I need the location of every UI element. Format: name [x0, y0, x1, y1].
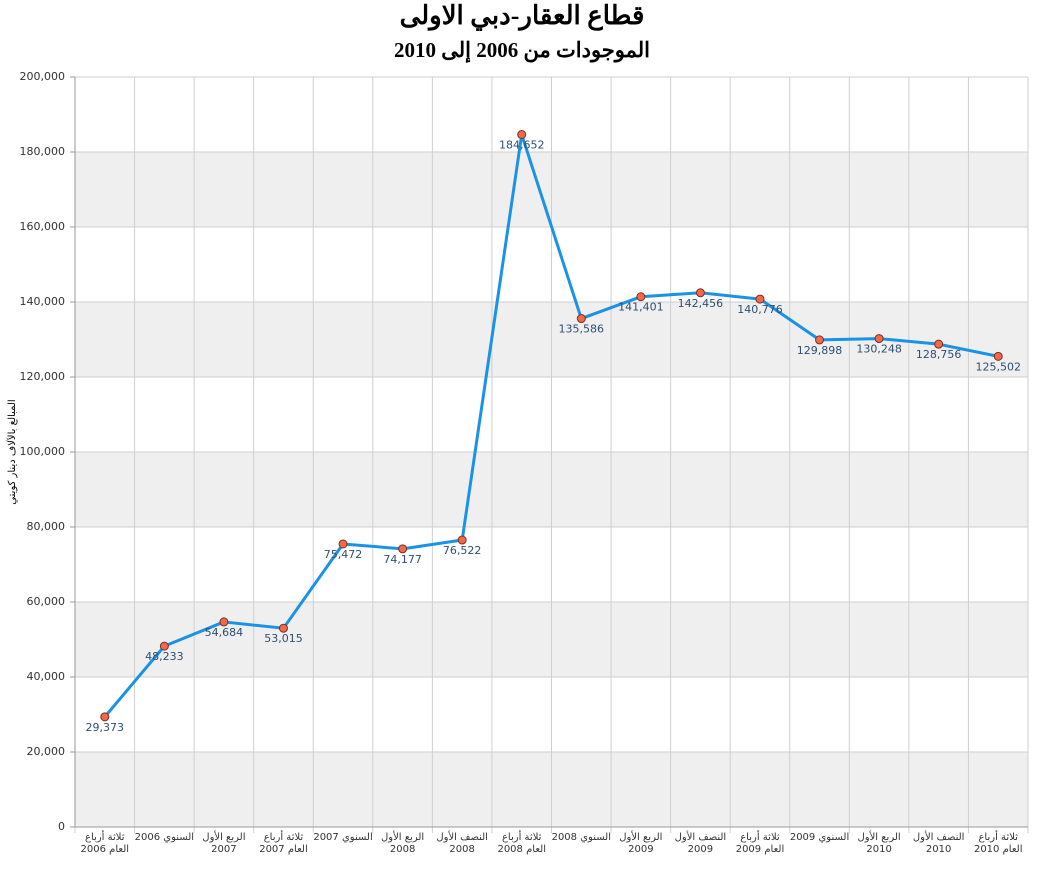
data-point	[636, 292, 646, 302]
x-tick-label: الربع الأول 2009	[619, 832, 663, 855]
data-label: 48,233	[145, 650, 184, 663]
x-tick-label: الربع الأول 2008	[380, 832, 425, 855]
data-point	[398, 544, 408, 554]
x-tick-label: السنوي 2008	[551, 832, 611, 843]
y-tick-label: 20,000	[27, 745, 66, 758]
data-label: 141,401	[618, 301, 664, 314]
x-tick-label: ثلاثة أرباع العام 2008	[497, 832, 546, 855]
data-point	[874, 334, 884, 344]
data-point	[576, 314, 586, 324]
data-point	[993, 351, 1003, 361]
y-tick-label: 60,000	[27, 595, 66, 608]
y-tick-label: 180,000	[20, 145, 66, 158]
data-label: 135,586	[559, 323, 605, 336]
x-tick-label: السنوي 2007	[313, 832, 373, 843]
y-tick-label: 0	[58, 820, 65, 833]
y-tick-label: 100,000	[20, 445, 66, 458]
x-tick-label: السنوي 2006	[134, 832, 195, 843]
data-label: 130,248	[856, 343, 902, 356]
data-label: 53,015	[264, 632, 303, 645]
data-line	[103, 133, 999, 718]
y-tick-label: 80,000	[27, 520, 66, 533]
data-point	[695, 288, 705, 298]
data-point	[457, 535, 467, 545]
data-point	[338, 539, 348, 549]
data-point	[517, 130, 527, 140]
data-label: 142,456	[678, 297, 724, 310]
y-tick-label: 140,000	[20, 295, 66, 308]
data-label: 128,756	[916, 348, 962, 361]
data-label: 75,472	[324, 548, 363, 561]
data-label: 184,652	[499, 139, 545, 152]
x-tick-label: السنوي 2009	[789, 832, 850, 843]
data-point	[219, 617, 229, 627]
data-point	[934, 339, 944, 349]
y-tick-label: 120,000	[20, 370, 66, 383]
data-point	[815, 335, 825, 345]
data-label: 125,502	[975, 360, 1021, 373]
x-tick-label: ثلاثة أرباع العام 2006	[80, 832, 130, 855]
data-point	[159, 641, 169, 651]
x-tick-label: النصف الأول 2009	[674, 832, 727, 855]
data-point	[278, 623, 288, 633]
data-point	[755, 294, 765, 304]
data-label: 74,177	[383, 553, 422, 566]
y-tick-label: 200,000	[20, 70, 66, 83]
data-label: 29,373	[86, 721, 125, 734]
x-tick-label: الربع الأول 2010	[857, 832, 901, 855]
y-tick-label: 160,000	[20, 220, 66, 233]
data-label: 140,776	[737, 303, 783, 316]
data-label: 76,522	[443, 544, 482, 557]
chart-title: قطاع العقار-دبي الاولى	[400, 1, 645, 31]
y-axis-label: المبالغ بالآلاف دينار كويتي	[6, 399, 18, 504]
x-tick-label: ثلاثة أرباع العام 2009	[735, 832, 785, 855]
data-point	[100, 712, 110, 722]
chart-subtitle: الموجودات من 2006 إلى 2010	[394, 38, 650, 63]
y-tick-label: 40,000	[27, 670, 66, 683]
x-tick-label: ثلاثة أرباع العام 2007	[259, 832, 308, 855]
plot-background	[74, 76, 1029, 833]
x-tick-label: ثلاثة أرباع العام 2010	[973, 832, 1023, 855]
data-label: 129,898	[797, 344, 843, 357]
x-tick-label: النصف الأول 2008	[436, 832, 488, 855]
x-tick-label: النصف الأول 2010	[912, 832, 965, 855]
data-label: 54,684	[205, 626, 244, 639]
x-tick-label: الربع الأول 2007	[202, 832, 246, 855]
